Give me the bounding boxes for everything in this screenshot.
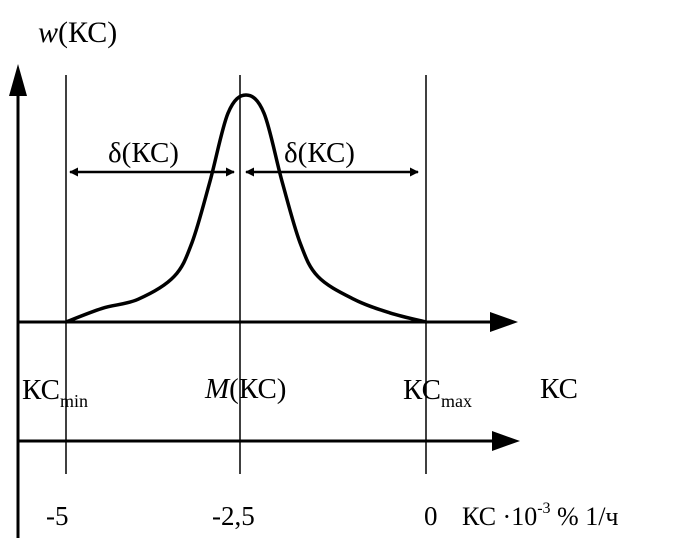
kc-max-label: КСmax	[403, 374, 472, 411]
upper-x-axis-label: КС	[540, 373, 578, 405]
upper-x-axis-arrowhead	[490, 312, 518, 332]
mean-label: M(КС)	[204, 373, 286, 405]
tick-label-minus2-5: -2,5	[212, 501, 255, 531]
y-axis-label: w(КС)	[38, 16, 117, 49]
tick-label-minus5: -5	[46, 501, 69, 531]
series-curve	[64, 93, 428, 324]
lower-x-axis-arrowhead	[492, 431, 520, 451]
kc-min-label: КСmin	[22, 374, 88, 411]
left-interval-label: δ(КС)	[108, 137, 179, 169]
tick-label-zero: 0	[424, 501, 438, 531]
lower-x-axis-label: КС ·10-3 % 1/ч	[462, 500, 619, 531]
y-axis-arrowhead	[9, 64, 27, 96]
right-interval-label: δ(КС)	[284, 137, 355, 169]
